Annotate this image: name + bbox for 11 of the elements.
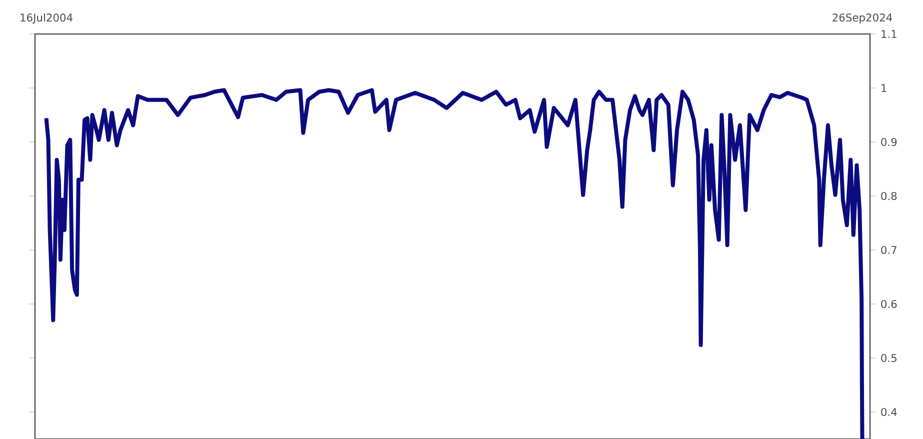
y-tick-label: 0.5 (881, 354, 896, 362)
y-tick-label: 0.7 (881, 246, 896, 254)
y-tick-label: 1 (882, 84, 886, 92)
x-tick-label: 16Jul2004 (20, 13, 72, 24)
line-series (44, 88, 864, 439)
y-tick-label: 0.8 (881, 192, 897, 200)
x-tick-label: 26Sep2024 (832, 13, 892, 24)
y-tick-label: 0.4 (881, 408, 897, 416)
y-tick-label: 1.1 (882, 30, 896, 38)
y-tick-label: 0.9 (881, 138, 897, 146)
y-tick-label: 0.6 (881, 300, 897, 308)
